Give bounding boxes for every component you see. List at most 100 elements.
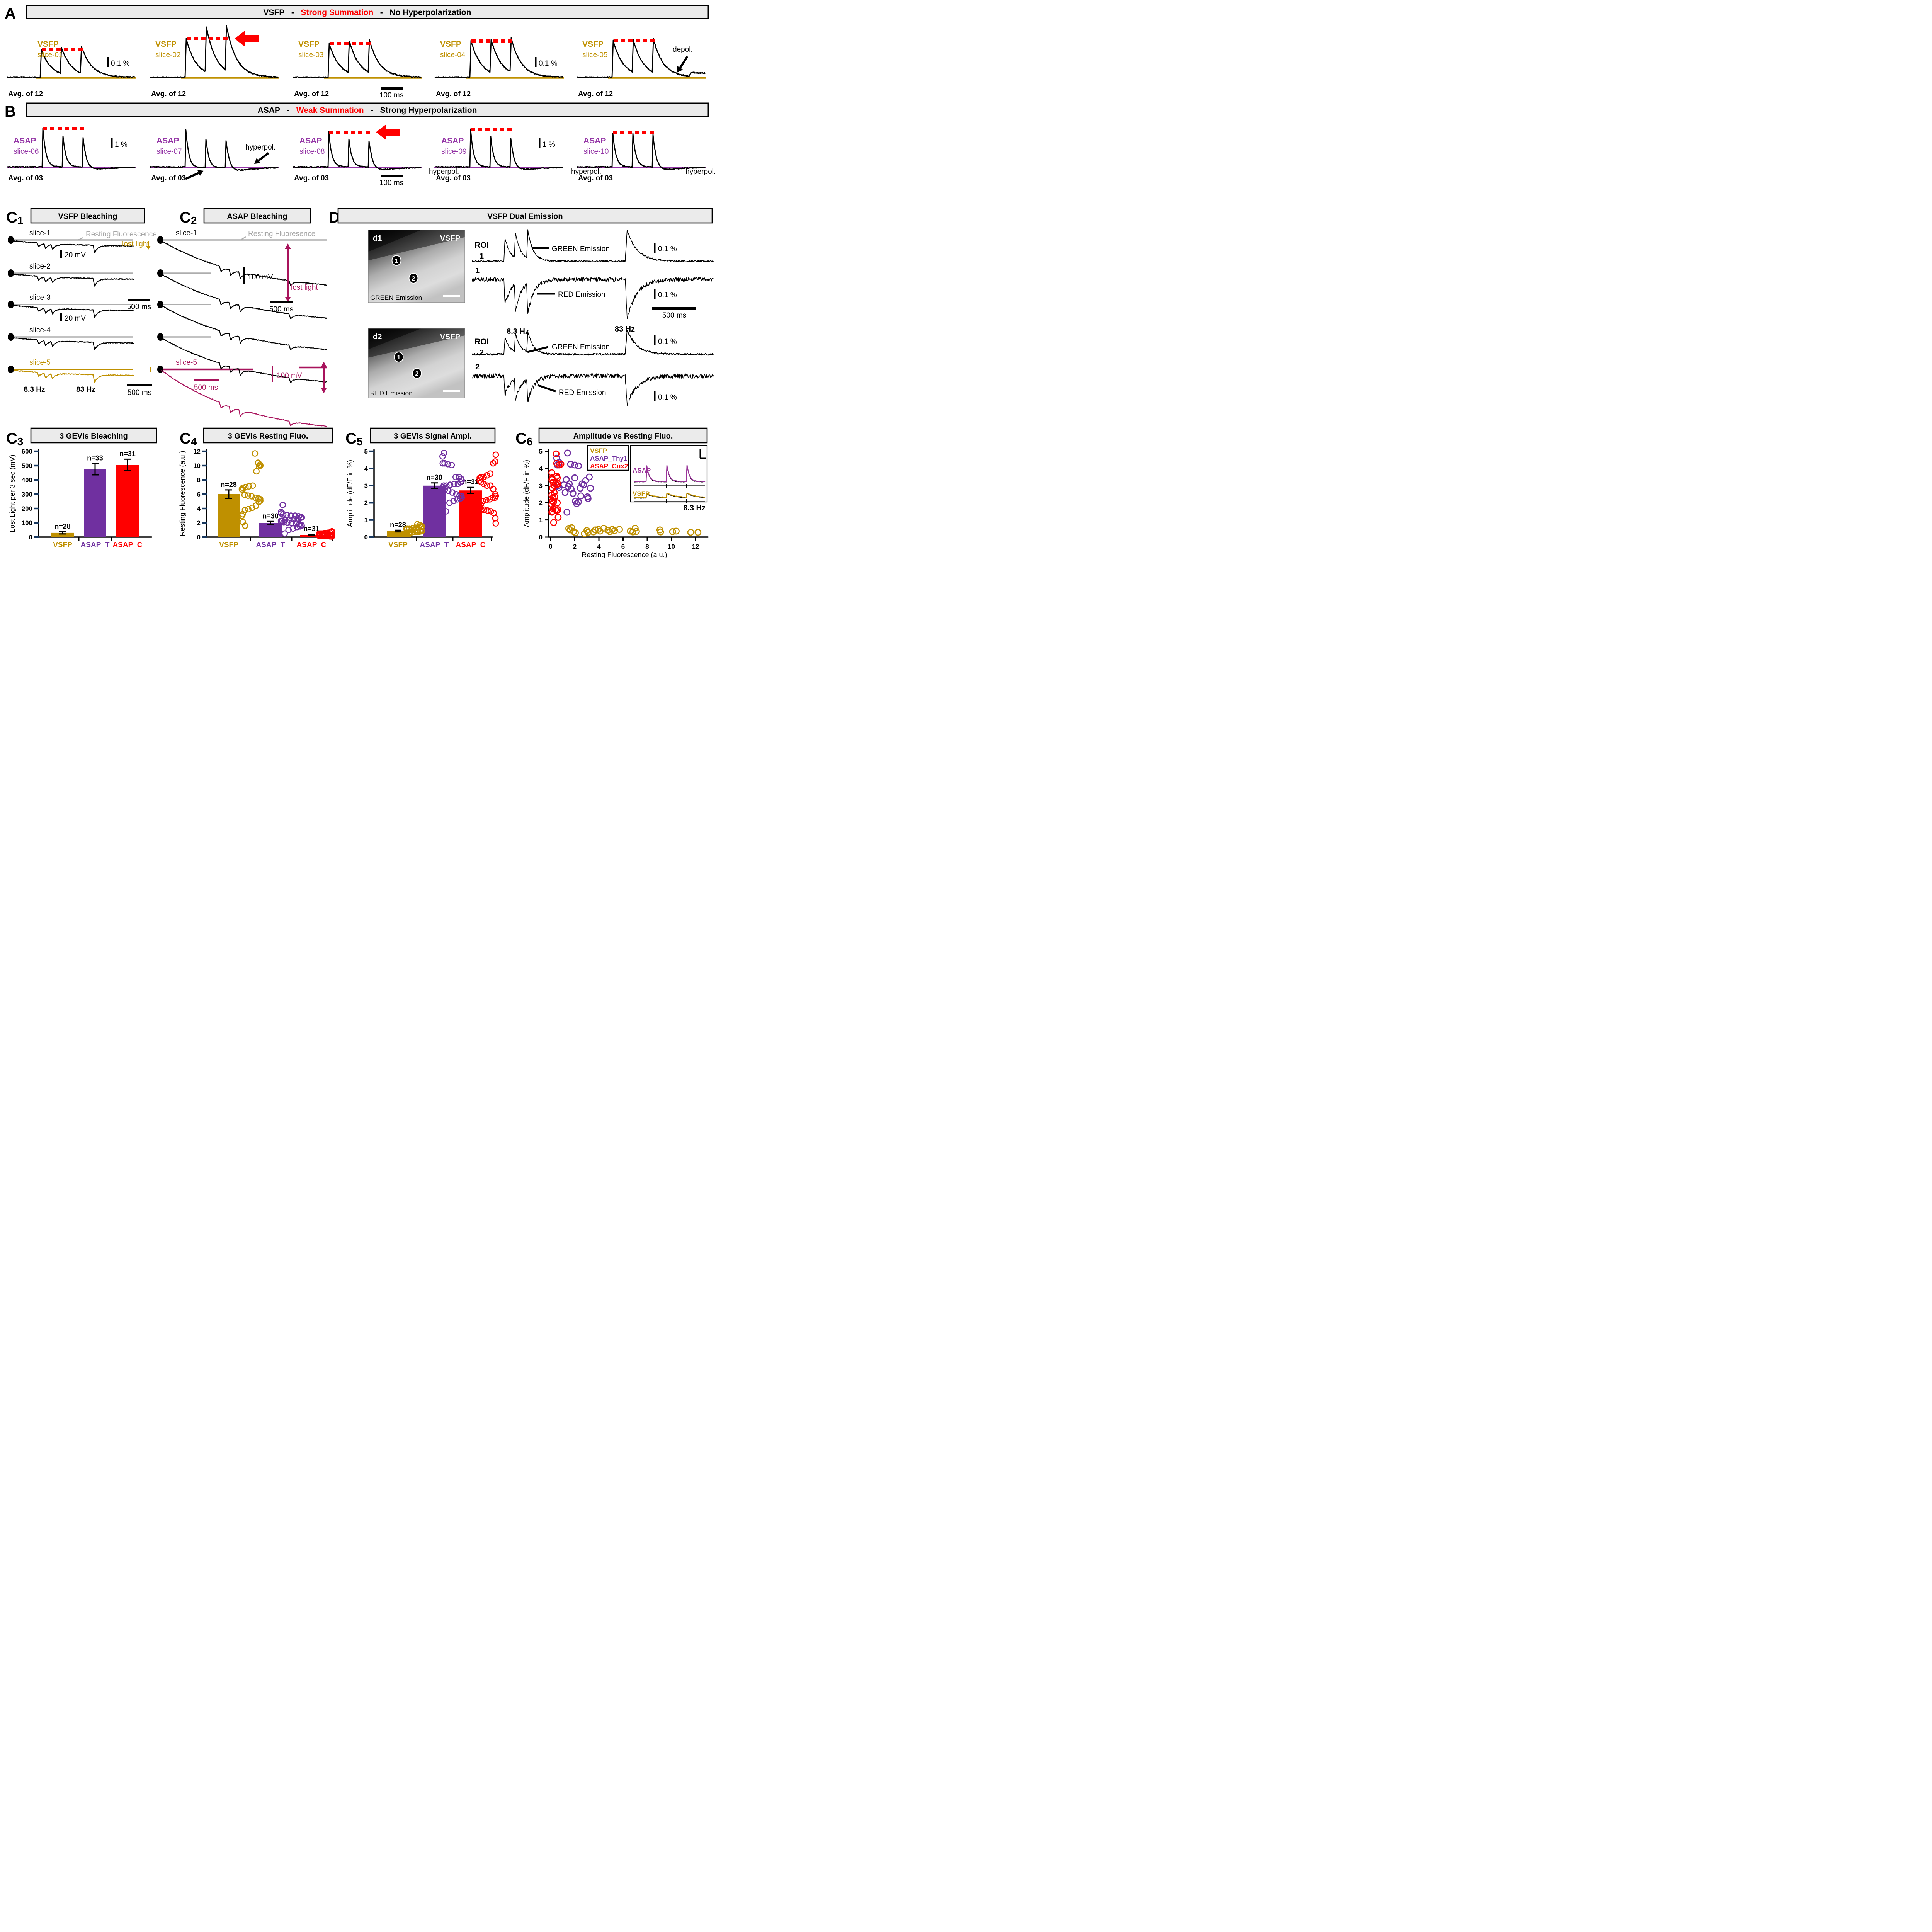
image-tag: d1 <box>373 234 382 243</box>
trace-start-dot <box>8 366 14 373</box>
gevi-label: ASAP <box>583 136 606 145</box>
hyperpol-annotation: hyperpol. <box>685 168 715 176</box>
trace-slice-06 <box>7 128 136 170</box>
data-point-VSFP <box>249 482 256 489</box>
trace-start-dot <box>8 333 14 341</box>
data-point-ASAP_Cux2 <box>550 519 557 526</box>
n-label: n=28 <box>54 522 71 530</box>
trace-start-dot <box>157 236 163 244</box>
data-point-ASAP_T <box>284 519 291 526</box>
data-point-ASAP_T <box>452 474 459 480</box>
roi-marker-number: 1 <box>397 354 401 361</box>
legend-entry: ASAP_Cux2 <box>590 463 628 470</box>
slice-label: slice-3 <box>29 294 51 302</box>
data-point-VSFP <box>238 512 245 519</box>
y-tick <box>34 479 39 481</box>
trace-slice-08 <box>293 131 422 170</box>
red-emission-label: RED Emission <box>559 389 606 397</box>
data-point-ASAP_Thy1 <box>569 490 577 497</box>
ms-scalebar-label: 500 ms <box>269 305 293 313</box>
panelC2-header-title: ASAP Bleaching <box>227 213 287 221</box>
lost-light-arrow-bottom-head-top <box>321 362 327 367</box>
legend-entry: VSFP <box>590 447 607 454</box>
panelA-header-box <box>26 5 709 19</box>
panel-label-C6-main: C <box>515 430 527 447</box>
avg-label: Avg. of 12 <box>151 90 186 98</box>
bar-VSFP <box>51 532 74 537</box>
panelC3-header-box <box>30 427 157 444</box>
bleach-trace-c1-1 <box>13 240 134 253</box>
data-point-VSFP <box>694 529 702 536</box>
slice-label: slice-5 <box>176 359 197 367</box>
panel-label-C1-sub: 1 <box>17 214 24 226</box>
roi-word: ROI <box>474 241 489 250</box>
n-label: n=30 <box>262 512 279 520</box>
roi-number: 1 <box>475 267 480 275</box>
image-caption: RED Emission <box>370 389 413 397</box>
roi-word: ROI <box>474 337 489 346</box>
y-tick-label: 5 <box>364 448 368 455</box>
data-point-ASAP_Cux2 <box>553 507 560 514</box>
y-tick <box>369 485 374 486</box>
data-point-VSFP <box>592 526 599 534</box>
gevi-label: VSFP <box>582 40 604 49</box>
slice-label: slice-2 <box>29 262 51 270</box>
avg-label: Avg. of 03 <box>8 174 43 182</box>
data-point-ASAP_C <box>492 520 499 527</box>
legend-entry: ASAP_Thy1 <box>590 455 627 462</box>
slice-label: slice-4 <box>29 326 51 334</box>
depol-annotation: depol. <box>673 46 693 54</box>
gevi-label: VSFP <box>155 40 177 49</box>
y-tick <box>369 536 374 538</box>
x-tick-label: 0 <box>549 543 552 550</box>
green-emission-label: GREEN Emission <box>552 245 610 253</box>
trace-start-dot <box>8 301 14 308</box>
data-point-ASAP_C <box>481 506 488 513</box>
avg-label: Avg. of 12 <box>578 90 613 98</box>
panel-label-B-main: B <box>5 103 16 120</box>
lost-light-arrow-head <box>146 246 151 250</box>
mv-scalebar-label: 100 mV <box>248 273 273 281</box>
slice-label: slice-1 <box>29 229 51 237</box>
slice-label: slice-02 <box>155 51 180 59</box>
inset-trace-vsfp <box>634 492 706 498</box>
roi-marker <box>391 255 401 266</box>
gevi-label: ASAP <box>299 136 322 145</box>
amplitude-scalebar <box>535 57 537 67</box>
data-point-VSFP <box>415 529 422 535</box>
ms-scalebar-magenta <box>194 379 219 381</box>
avg-label: Avg. of 12 <box>436 90 471 98</box>
trace-start-dot <box>157 269 163 277</box>
figure-page: A VSFP - Strong Summation - No Hyperpolar… <box>0 0 715 558</box>
data-point-ASAP_Thy1 <box>567 461 574 468</box>
bleach-trace-c1-3 <box>13 305 134 318</box>
red-emission-label: RED Emission <box>558 291 605 299</box>
y-tick <box>34 507 39 510</box>
bleach-trace-c1-2 <box>13 273 134 287</box>
x-tick-label: 8 <box>645 543 649 550</box>
y-tick-label: 2 <box>364 499 368 507</box>
trace-roi2-green <box>472 329 714 356</box>
gevi-label: VSFP <box>298 40 320 49</box>
data-point-ASAP_Cux2 <box>551 489 558 496</box>
data-point-ASAP_T <box>289 525 296 532</box>
data-point-ASAP_C <box>476 477 483 484</box>
image-tag: d2 <box>373 333 382 341</box>
trace-start-dot <box>8 236 14 244</box>
slice-label: slice-10 <box>583 148 609 156</box>
data-point-ASAP_T <box>285 527 292 533</box>
avg-label: Avg. of 03 <box>436 174 471 182</box>
inset-asap-label: ASAP <box>633 467 651 474</box>
data-point-ASAP_C <box>483 472 490 479</box>
avg-label: Avg. of 03 <box>294 174 329 182</box>
data-point-ASAP_C <box>317 532 324 539</box>
data-point-VSFP <box>245 506 252 513</box>
data-point-VSFP <box>257 497 264 504</box>
gevi-label: ASAP <box>14 136 36 145</box>
data-point-ASAP_Thy1 <box>577 485 584 492</box>
pct-scalebar <box>654 391 656 401</box>
data-point-VSFP <box>657 528 664 536</box>
bar-ASAP_T <box>84 469 106 537</box>
data-point-ASAP_Cux2 <box>548 469 555 476</box>
y-tick-label: 500 <box>22 462 32 469</box>
